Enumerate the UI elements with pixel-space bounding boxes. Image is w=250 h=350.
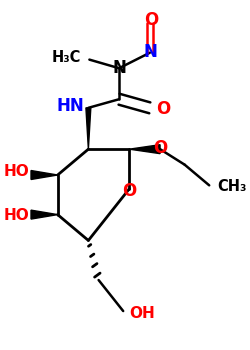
Text: N: N — [112, 58, 126, 77]
Text: O: O — [153, 139, 167, 157]
Text: HN: HN — [56, 97, 84, 115]
Polygon shape — [86, 108, 91, 149]
Text: O: O — [144, 11, 158, 29]
Text: OH: OH — [129, 306, 155, 321]
Polygon shape — [31, 210, 58, 219]
Text: H₃C: H₃C — [52, 50, 81, 65]
Text: N: N — [144, 43, 158, 61]
Text: HO: HO — [3, 208, 29, 223]
Text: HO: HO — [3, 164, 29, 179]
Polygon shape — [31, 170, 58, 180]
Text: O: O — [156, 99, 170, 118]
Text: O: O — [122, 182, 136, 200]
Polygon shape — [129, 145, 160, 154]
Text: CH₃: CH₃ — [218, 178, 247, 194]
